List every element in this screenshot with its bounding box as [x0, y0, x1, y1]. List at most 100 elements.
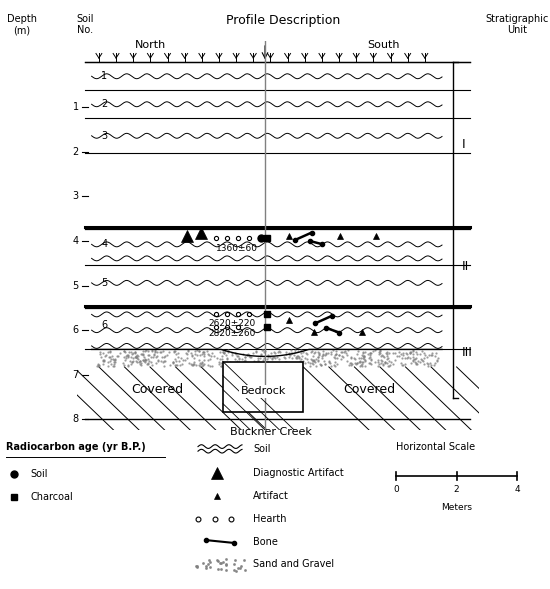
Text: 6: 6: [101, 320, 107, 330]
Point: [292, 373, 300, 383]
Text: Covered: Covered: [131, 383, 183, 396]
Point: [333, 354, 342, 363]
Point: [370, 346, 379, 355]
Point: [183, 353, 191, 363]
Point: [97, 352, 106, 362]
Point: [192, 350, 201, 360]
Point: [106, 354, 115, 363]
Point: [374, 357, 383, 366]
Point: [119, 352, 128, 362]
Point: [241, 358, 250, 368]
Point: [234, 353, 243, 363]
Point: [143, 350, 152, 359]
Point: [249, 385, 258, 394]
Point: [238, 388, 246, 398]
Text: 4: 4: [73, 236, 79, 246]
Point: [247, 352, 256, 362]
Point: [394, 348, 403, 357]
Point: [281, 360, 290, 370]
Point: [332, 349, 340, 359]
Point: [405, 347, 414, 356]
Point: [263, 354, 272, 363]
Point: [255, 358, 263, 367]
Point: [284, 365, 293, 374]
Point: [195, 346, 204, 356]
Point: [136, 356, 145, 366]
Point: [281, 357, 290, 366]
Point: [412, 359, 421, 369]
Point: [254, 357, 263, 366]
Point: [420, 359, 428, 369]
Text: 1: 1: [73, 102, 79, 112]
Text: 3: 3: [73, 191, 79, 201]
Point: [204, 560, 212, 569]
Point: [344, 360, 353, 369]
Point: [150, 346, 159, 356]
Point: [137, 360, 146, 370]
Point: [391, 355, 400, 365]
Point: [285, 349, 294, 358]
Point: [267, 353, 276, 363]
Point: [382, 351, 391, 360]
Point: [336, 348, 345, 357]
Point: [416, 355, 425, 364]
Point: [121, 355, 130, 365]
Point: [250, 376, 258, 386]
Point: [193, 561, 202, 571]
Point: [139, 346, 147, 355]
Point: [293, 385, 301, 394]
Point: [258, 396, 267, 406]
Point: [239, 349, 248, 358]
Point: [246, 380, 255, 389]
Point: [356, 357, 365, 366]
Point: [356, 361, 365, 370]
Point: [254, 355, 262, 365]
Point: [273, 352, 282, 362]
Point: [234, 352, 243, 361]
Point: [249, 398, 257, 407]
Point: [153, 355, 162, 365]
Point: [140, 356, 148, 366]
Point: [311, 354, 320, 363]
Point: [334, 350, 343, 359]
Point: [241, 399, 250, 408]
Point: [236, 380, 245, 390]
Point: [105, 347, 114, 356]
Point: [230, 360, 239, 369]
Point: [141, 358, 150, 367]
Point: [236, 400, 245, 409]
Point: [384, 362, 393, 371]
Point: [199, 349, 208, 359]
Point: [152, 352, 161, 361]
Point: [150, 350, 158, 360]
Point: [417, 346, 426, 356]
Point: [325, 358, 334, 368]
Point: [383, 358, 392, 368]
Point: [122, 350, 131, 359]
Point: [218, 355, 227, 364]
Point: [358, 358, 366, 367]
Point: [420, 353, 428, 363]
Point: [109, 359, 118, 369]
Point: [257, 395, 266, 405]
Point: [144, 359, 152, 368]
Point: [195, 362, 204, 371]
Point: [321, 348, 330, 358]
Point: [218, 347, 227, 356]
Point: [98, 356, 107, 365]
Point: [270, 392, 278, 402]
Point: [331, 353, 339, 363]
Text: Artifact: Artifact: [253, 491, 289, 501]
Point: [251, 358, 260, 368]
Point: [361, 356, 370, 366]
Point: [260, 353, 268, 363]
Point: [296, 361, 305, 370]
Point: [378, 350, 387, 360]
Point: [333, 359, 342, 369]
Point: [345, 358, 354, 368]
Text: I: I: [462, 138, 466, 151]
Point: [241, 358, 250, 367]
Point: [256, 368, 265, 377]
Point: [292, 351, 301, 360]
Point: [263, 392, 272, 401]
